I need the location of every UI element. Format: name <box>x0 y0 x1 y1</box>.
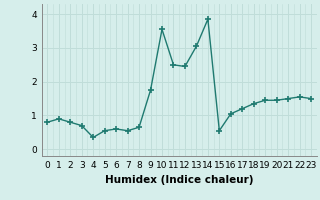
X-axis label: Humidex (Indice chaleur): Humidex (Indice chaleur) <box>105 175 253 185</box>
